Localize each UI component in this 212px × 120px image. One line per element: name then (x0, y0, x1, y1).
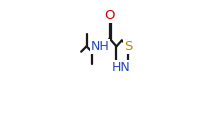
Text: S: S (124, 40, 133, 53)
Text: O: O (105, 9, 115, 22)
Text: HN: HN (111, 61, 130, 74)
Text: NH: NH (91, 40, 109, 53)
